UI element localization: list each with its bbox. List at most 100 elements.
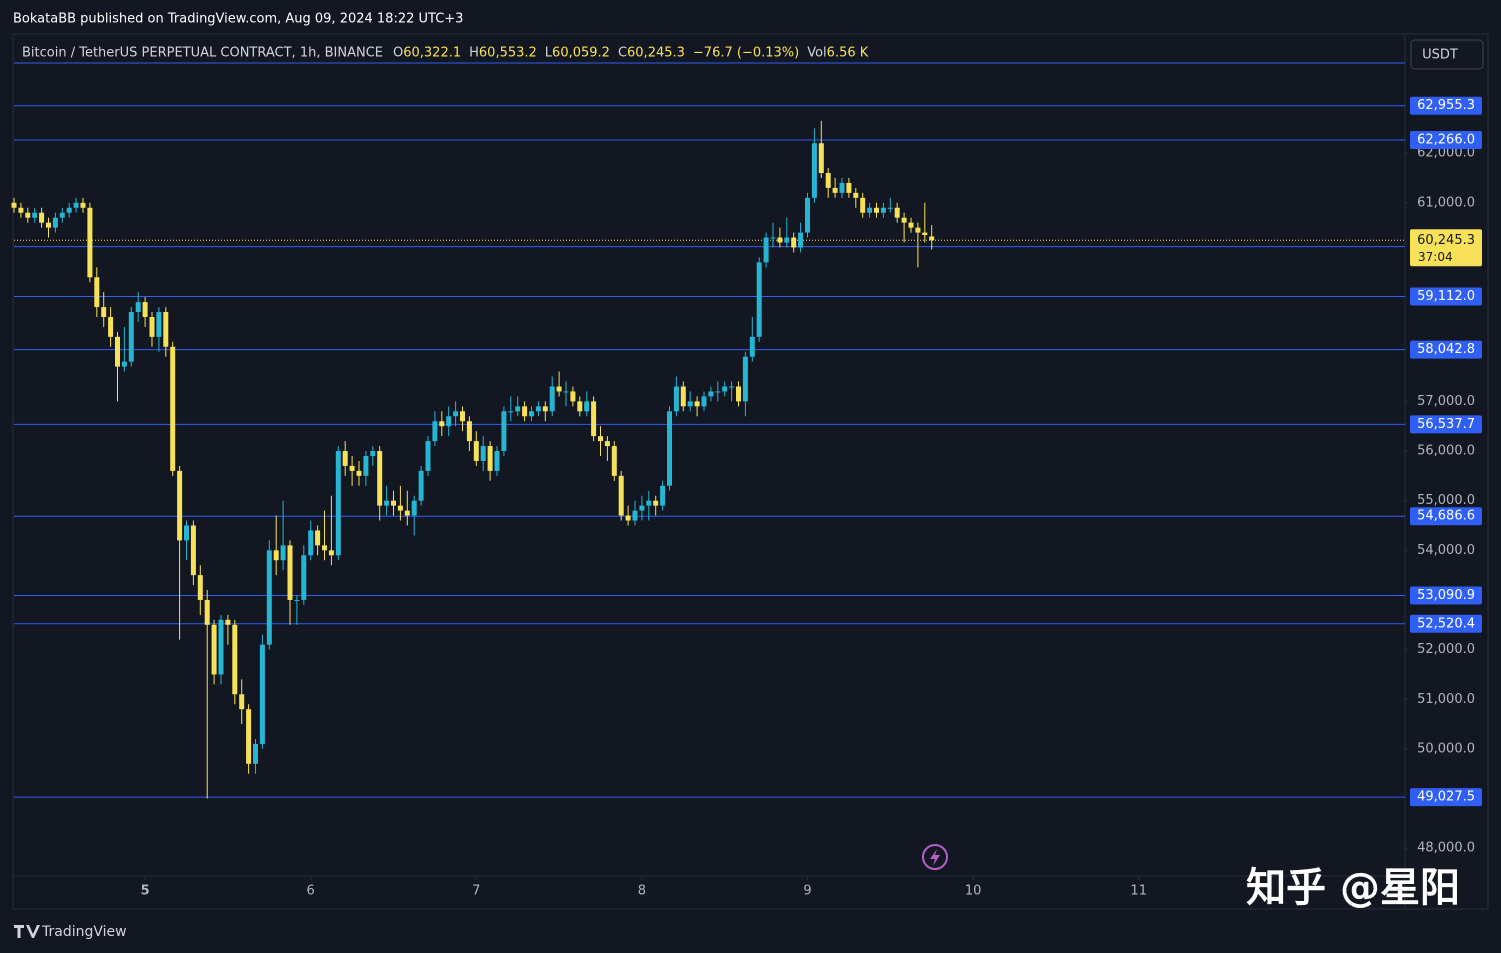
event-icon-bolt bbox=[930, 849, 940, 866]
chart-frame bbox=[12, 33, 1489, 910]
legend: Bitcoin / TetherUS PERPETUAL CONTRACT, 1… bbox=[22, 46, 383, 61]
level-label-box bbox=[1410, 415, 1482, 434]
candle-body bbox=[135, 302, 141, 313]
candle-body bbox=[391, 500, 396, 506]
candle-body bbox=[149, 316, 155, 337]
symbol: Bitcoin / TetherUS PERPETUAL CONTRACT, 1… bbox=[22, 46, 383, 61]
candle-body bbox=[791, 237, 797, 248]
candle-body bbox=[246, 709, 252, 764]
candle-body bbox=[156, 312, 162, 337]
candle-body bbox=[680, 386, 686, 407]
candle-body bbox=[301, 555, 307, 600]
legend-key: O bbox=[393, 46, 403, 61]
candle-body bbox=[80, 202, 86, 208]
candle-body bbox=[280, 545, 286, 561]
candle-body bbox=[535, 406, 541, 412]
candle-body bbox=[853, 192, 859, 198]
candle-body bbox=[349, 465, 355, 471]
y-tick-label: 48,000.0 bbox=[1417, 841, 1475, 856]
candle-body bbox=[701, 396, 707, 407]
candle-body bbox=[563, 391, 569, 393]
candle-body bbox=[315, 530, 321, 546]
event-icon[interactable] bbox=[922, 844, 948, 870]
candle-body bbox=[729, 386, 735, 388]
candle-body bbox=[598, 436, 603, 442]
candle-body bbox=[901, 217, 907, 223]
candle-body bbox=[418, 470, 424, 501]
candle-body bbox=[87, 207, 93, 278]
candle-body bbox=[322, 545, 327, 551]
candle-body bbox=[328, 550, 334, 556]
legend-key: H bbox=[469, 46, 479, 61]
x-tick-label: 6 bbox=[307, 884, 315, 899]
plot bbox=[11, 105, 1405, 799]
candle-body bbox=[163, 312, 169, 347]
candle-body bbox=[611, 446, 617, 476]
candle-body bbox=[604, 441, 610, 447]
candle-body bbox=[763, 237, 769, 263]
candle-body bbox=[825, 173, 831, 188]
candle-body bbox=[363, 455, 369, 476]
candle-body bbox=[494, 451, 500, 471]
currency-button[interactable] bbox=[1410, 39, 1484, 70]
candle-body bbox=[342, 451, 348, 466]
candle-body bbox=[894, 207, 900, 218]
level-label: 56,537.7 bbox=[1417, 417, 1475, 432]
candle-body bbox=[411, 500, 417, 516]
x-tick-label: 10 bbox=[965, 884, 982, 899]
candle-body bbox=[259, 644, 265, 744]
candle-body bbox=[522, 406, 528, 417]
candle-body bbox=[667, 411, 672, 486]
candle-body bbox=[639, 505, 645, 511]
x-tick-label: 11 bbox=[1130, 884, 1147, 899]
candle-body bbox=[94, 277, 100, 308]
x-tick-label: 7 bbox=[472, 884, 480, 899]
candle-body bbox=[584, 401, 590, 412]
candle-body bbox=[59, 212, 65, 218]
candle-body bbox=[715, 391, 721, 393]
candle-body bbox=[204, 599, 210, 625]
legend-change: −76.7 (−0.13%) bbox=[693, 46, 799, 61]
candle-body bbox=[708, 391, 714, 397]
candle-body bbox=[190, 525, 196, 576]
candle-body bbox=[397, 505, 403, 511]
candle-body bbox=[660, 485, 666, 506]
level-label: 52,520.4 bbox=[1417, 616, 1475, 631]
level-label-box bbox=[1410, 586, 1482, 605]
brand: TradingView bbox=[41, 924, 127, 940]
candle-body bbox=[687, 401, 693, 407]
candle-body bbox=[770, 237, 776, 239]
candle-body bbox=[887, 207, 893, 209]
legend-value: 60,322.1 bbox=[403, 46, 461, 61]
last-price-label: 60,245.3 bbox=[1417, 233, 1475, 248]
candle-body bbox=[266, 550, 272, 645]
candle-body bbox=[929, 236, 935, 241]
candle-body bbox=[749, 336, 755, 357]
candle-body bbox=[439, 421, 445, 427]
candle-body bbox=[832, 187, 838, 193]
candle-body bbox=[722, 386, 728, 392]
candle-body bbox=[39, 212, 45, 223]
candle-body bbox=[577, 401, 583, 412]
x-tick-label: 9 bbox=[803, 884, 811, 899]
candle-body bbox=[128, 312, 134, 362]
candle-body bbox=[239, 694, 245, 710]
candle-body bbox=[542, 406, 548, 412]
candle-body bbox=[694, 401, 700, 407]
candle-body bbox=[632, 510, 638, 521]
candle-body bbox=[197, 575, 203, 600]
candle-body bbox=[404, 510, 410, 516]
candle-body bbox=[287, 545, 293, 600]
candle-body bbox=[480, 446, 486, 461]
candle-body bbox=[867, 207, 873, 213]
candle-body bbox=[32, 212, 38, 218]
candle-body bbox=[377, 451, 383, 506]
legend-value: 60,553.2 bbox=[479, 46, 537, 61]
candle-body bbox=[384, 500, 390, 506]
candle-body bbox=[570, 391, 576, 402]
candle-body bbox=[618, 475, 624, 516]
published: BokataBB published on TradingView.com, A… bbox=[13, 12, 463, 27]
legend-key: L bbox=[545, 46, 553, 61]
currency[interactable]: USDT bbox=[1422, 48, 1458, 63]
candle-body bbox=[784, 237, 790, 243]
